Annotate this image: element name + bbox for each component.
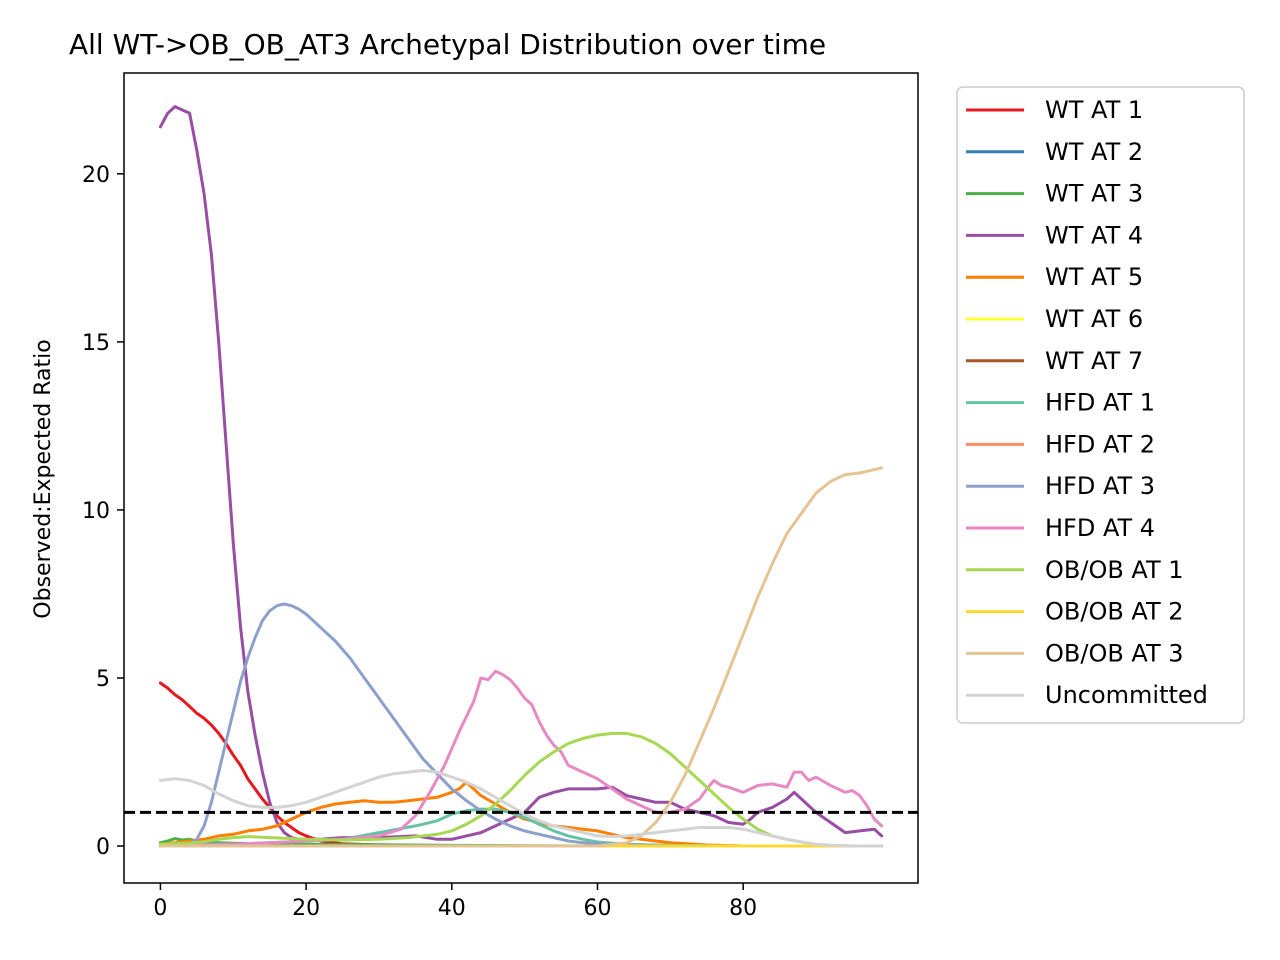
series-line-ob-ob-at-3: [158, 466, 884, 848]
y-tick-label: 10: [82, 499, 110, 524]
legend-label: WT AT 2: [1045, 138, 1143, 166]
legend-box: [956, 86, 1245, 724]
legend-label: HFD AT 4: [1045, 514, 1155, 542]
series-line-ob-ob-at-1: [158, 731, 884, 848]
plot-area: [124, 105, 918, 848]
y-axis-label: Observed:Expected Ratio: [31, 339, 56, 618]
legend-label: HFD AT 1: [1045, 389, 1155, 417]
y-tick-label: 15: [82, 331, 110, 356]
axes: 0 20 40 60 80 0 5 10 15 20: [82, 163, 757, 921]
legend-label: HFD AT 3: [1045, 472, 1155, 500]
chart-title: All WT->OB_OB_AT3 Archetypal Distributio…: [69, 28, 826, 61]
series-line-hfd-at-4: [158, 669, 884, 848]
legend-label: WT AT 7: [1045, 347, 1143, 375]
legend-label: WT AT 6: [1045, 305, 1143, 333]
legend: WT AT 1 WT AT 2 WT AT 3 WT AT 4 WT AT 5 WT AT…: [956, 86, 1245, 724]
x-tick-label: 80: [729, 896, 757, 921]
series-line-hfd-at-3: [158, 602, 884, 848]
x-tick-label: 40: [438, 896, 466, 921]
plot-frame: [123, 72, 919, 884]
x-tick-label: 0: [153, 896, 167, 921]
series-line-uncommitted: [158, 768, 884, 848]
legend-label: OB/OB AT 2: [1045, 598, 1184, 626]
legend-label: WT AT 5: [1045, 263, 1143, 291]
legend-label: HFD AT 2: [1045, 430, 1155, 458]
legend-label: WT AT 3: [1045, 180, 1143, 208]
legend-label: OB/OB AT 3: [1045, 639, 1184, 667]
legend-label: WT AT 1: [1045, 96, 1143, 124]
legend-label: WT AT 4: [1045, 221, 1143, 249]
x-tick-label: 60: [583, 896, 611, 921]
series-line-wt-at-1: [158, 681, 884, 848]
y-tick-label: 0: [96, 835, 110, 860]
y-tick-label: 20: [82, 163, 110, 188]
series-line-wt-at-4: [158, 105, 884, 841]
x-tick-label: 20: [292, 896, 320, 921]
legend-label: OB/OB AT 1: [1045, 556, 1184, 584]
y-tick-label: 5: [96, 667, 110, 692]
legend-label: Uncommitted: [1045, 681, 1208, 709]
